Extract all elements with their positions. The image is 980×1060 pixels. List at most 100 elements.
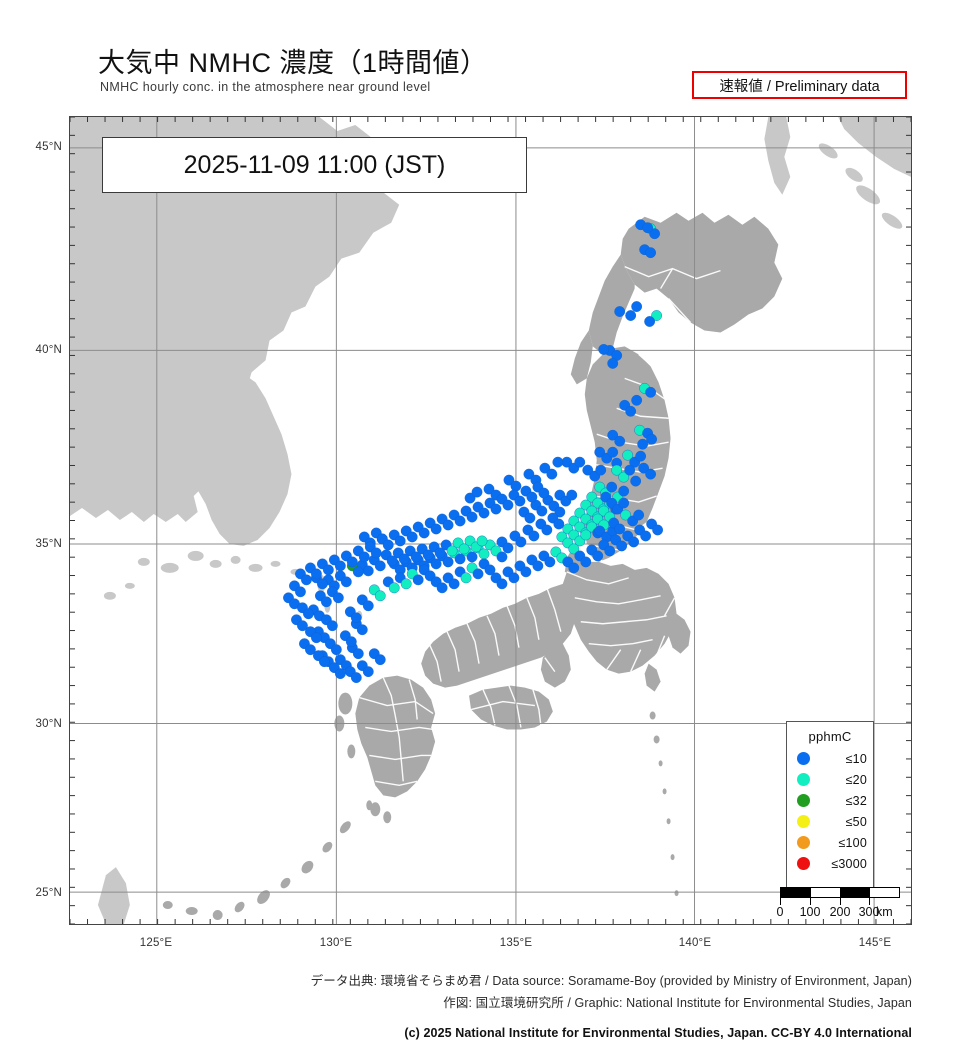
station-point [466,511,478,523]
map-graphic [70,117,911,924]
legend-item: ≤3000 [787,853,873,874]
station-point [334,668,346,680]
station-point [646,433,658,445]
station-point [394,535,406,547]
station-point [358,551,370,563]
station-point [386,555,398,567]
station-point [454,553,466,565]
lat-tick-label: 45°N [35,141,62,153]
station-point [503,474,515,486]
station-point [544,556,556,568]
legend-swatch-2 [797,794,810,807]
station-point [502,542,514,554]
station-point [637,438,649,450]
legend-panel: pphmC ≤10 ≤20 ≤32 ≤50 ≤100 ≤3000 [786,721,874,888]
station-point [410,551,422,563]
timestamp-box: 2025-11-09 11:00 (JST) [102,137,527,193]
station-point [618,471,630,483]
map-canvas[interactable]: 2025-11-09 11:00 (JST) pphmC ≤10 ≤20 ≤32 ≤5… [69,116,912,925]
station-point [616,540,628,552]
station-point [607,429,619,441]
station-point [303,608,314,620]
legend-swatch-3 [797,815,810,828]
kii-peninsula-path [540,643,571,688]
footer-graphic-credit: 作図: 国立環境研究所 / Graphic: National Institut… [443,996,912,1010]
station-point [541,524,553,536]
station-point [352,648,364,660]
legend-item: ≤20 [787,769,873,790]
station-point [356,624,368,636]
station-point [539,462,551,474]
station-point [524,512,536,524]
station-point [434,547,446,559]
oshima-peninsula-path [588,254,635,355]
station-point [350,612,362,624]
station-point [554,506,566,518]
scale-label-0: 0 [776,905,784,919]
station-point [618,485,630,497]
station-point [458,543,470,555]
station-point [652,524,663,536]
station-point [370,547,382,559]
station-point [388,582,400,594]
station-point [464,492,476,504]
sakhalin-path [764,117,791,195]
station-point [614,523,626,535]
station-point [574,456,586,468]
scale-bar: 0 100 200 300 km [776,887,900,921]
station-point [322,564,334,576]
oshima-tip-path [570,330,593,385]
station-point [334,560,346,572]
page-title: 大気中 NMHC 濃度（1時間値） [98,48,488,78]
hokkaido-path [620,212,783,333]
station-point [645,247,657,259]
lon-tick-label: 145°E [858,937,892,949]
izu-peninsula-path [644,663,661,692]
station-point [460,572,472,584]
station-point [526,491,538,503]
station-point [362,600,374,612]
station-point [436,582,448,594]
lon-tick-label: 130°E [319,937,353,949]
station-point [618,497,630,509]
page-subtitle: NMHC hourly conc. in the atmosphere near… [100,80,431,94]
station-point [502,499,514,511]
station-point [580,556,592,568]
scale-bar-graphic [780,887,900,898]
station-point [638,462,650,474]
station-point [319,656,330,668]
station-point [311,632,322,644]
scale-bar-labels: 0 100 200 300 km [776,905,900,921]
station-point [606,481,618,493]
station-point [352,566,364,578]
station-point [442,556,454,568]
station-point [520,566,532,578]
station-point [476,535,488,547]
station-point [546,468,558,480]
station-point [317,578,328,590]
legend-item: ≤100 [787,832,873,853]
scale-bar-ticks [780,898,900,905]
legend-label: ≤32 [845,793,867,808]
station-point [484,564,496,576]
station-point [496,551,508,563]
lat-tick-label: 40°N [35,344,62,356]
station-point [406,531,418,543]
station-point [454,515,466,527]
lon-tick-label: 125°E [139,937,173,949]
station-point [528,530,540,542]
lat-tick-label: 35°N [35,538,62,550]
station-point [582,464,594,476]
scale-seg-2 [811,888,841,897]
station-point [644,316,656,327]
legend-item: ≤10 [787,748,873,769]
station-point [430,558,442,570]
station-point [418,527,430,539]
station-point [446,545,458,557]
lon-tick-label: 135°E [499,937,533,949]
station-point [382,539,394,551]
lon-tick-label: 140°E [678,937,712,949]
station-point [604,545,616,557]
boso-peninsula-path [668,613,691,654]
